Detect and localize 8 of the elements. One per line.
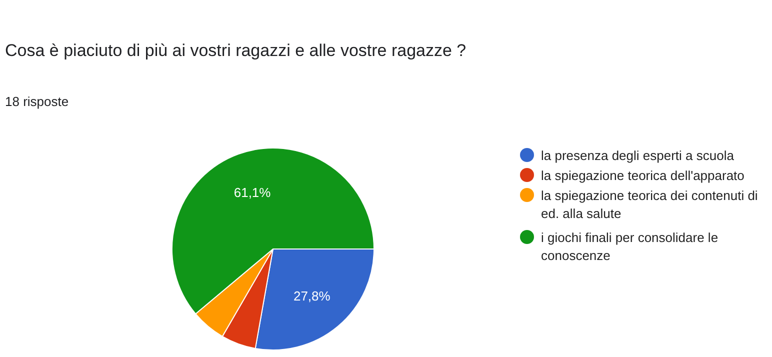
- legend-label: i giochi finali per consolidare le conoscenze: [541, 230, 718, 263]
- legend-label: la spiegazione teorica dell'apparato: [541, 168, 744, 183]
- data-label: 61,1%: [234, 185, 272, 200]
- data-label: 27,8%: [293, 288, 331, 304]
- chart-title: Cosa è piaciuto di più ai vostri ragazzi e alle vostre ragazze ?: [5, 41, 466, 60]
- legend-label: la presenza degli esperti a scuola: [541, 148, 735, 163]
- legend-label: la spiegazione teorica dei contenuti di ed. alla salute: [541, 188, 758, 221]
- text: 18 risposte: [5, 94, 69, 109]
